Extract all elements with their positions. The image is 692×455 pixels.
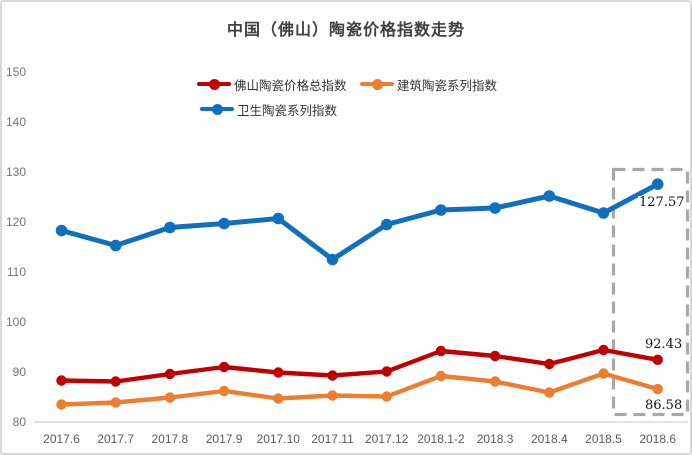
data-point: [435, 345, 447, 357]
data-point: [164, 221, 176, 234]
data-label-building-latest: 86.58: [644, 398, 684, 413]
data-point: [164, 392, 176, 403]
x-tick-label: 2017.10: [256, 432, 300, 446]
legend-line-marker-icon: [360, 78, 394, 90]
data-point: [327, 390, 338, 401]
legend-label-building: 建筑陶瓷系列指数: [397, 78, 498, 93]
data-point: [381, 366, 392, 377]
series-line-2: [59, 181, 661, 262]
data-point: [56, 375, 67, 386]
data-label-sanitary-latest: 127.57: [638, 195, 686, 210]
series-line-1: [59, 371, 660, 407]
x-tick-label: 2017.11: [311, 432, 354, 446]
data-point: [597, 207, 610, 219]
data-point: [652, 383, 663, 395]
data-point: [544, 358, 555, 370]
legend-line-marker-icon: [197, 78, 231, 90]
y-tick-label: 150: [5, 65, 26, 79]
x-tick-label: 2017.9: [205, 432, 243, 446]
x-tick-label: 2018.3: [476, 432, 514, 446]
y-tick-label: 130: [5, 165, 26, 179]
data-point: [652, 354, 663, 366]
data-point: [543, 190, 556, 202]
legend-dot-icon: [372, 78, 383, 90]
data-point: [273, 367, 284, 378]
legend-dot-icon: [209, 78, 220, 90]
data-point: [109, 239, 122, 252]
data-point: [489, 202, 501, 214]
data-point: [327, 370, 338, 381]
legend-line-marker-icon: [200, 103, 234, 115]
data-label-foshan-total-latest: 92.43: [644, 337, 684, 352]
x-tick-label: 2018.1-2: [417, 432, 465, 446]
data-point: [435, 204, 447, 216]
data-point: [218, 385, 230, 397]
x-tick-label: 2017.8: [151, 432, 189, 446]
y-tick-label: 100: [5, 315, 26, 329]
data-point: [435, 370, 447, 382]
legend-item-foshan-total: 佛山陶瓷价格总指数: [197, 76, 347, 93]
x-tick-label: 2018.4: [530, 432, 568, 446]
legend-label-foshan-total: 佛山陶瓷价格总指数: [234, 78, 347, 93]
data-point: [56, 399, 67, 410]
data-point: [273, 393, 284, 404]
highlight-box-latest: [611, 167, 690, 417]
y-tick-label: 80: [12, 415, 26, 429]
data-point: [272, 212, 285, 225]
data-point: [381, 391, 392, 402]
data-point: [489, 350, 501, 362]
data-point: [218, 361, 230, 373]
x-tick-label: 2017.7: [97, 432, 135, 446]
legend-item-building: 建筑陶瓷系列指数: [360, 76, 498, 93]
data-point: [651, 178, 664, 190]
x-tick-label: 2017.6: [43, 432, 80, 446]
y-tick-label: 110: [6, 265, 26, 279]
legend-item-sanitary: 卫生陶瓷系列指数: [200, 101, 338, 118]
data-point: [164, 368, 176, 380]
data-point: [598, 368, 609, 379]
data-point: [110, 376, 121, 387]
data-point: [55, 224, 68, 237]
chart-title: 中国（佛山）陶瓷价格指数走势: [226, 20, 465, 39]
data-point: [110, 397, 121, 408]
data-point: [489, 376, 501, 387]
x-tick-label: 2017.12: [364, 432, 409, 446]
x-tick-label: 2018.6: [639, 432, 677, 446]
legend-label-sanitary: 卫生陶瓷系列指数: [237, 103, 338, 118]
y-tick-label: 120: [5, 215, 26, 229]
x-tick-label: 2018.5: [585, 432, 622, 446]
legend-dot-icon: [212, 103, 223, 115]
data-point: [218, 217, 230, 230]
data-point: [326, 253, 339, 266]
data-point: [598, 344, 609, 356]
y-tick-label: 140: [5, 115, 26, 129]
y-tick-label: 90: [12, 365, 26, 379]
data-point: [380, 218, 393, 231]
data-point: [544, 387, 555, 398]
series-line-0: [59, 347, 660, 384]
